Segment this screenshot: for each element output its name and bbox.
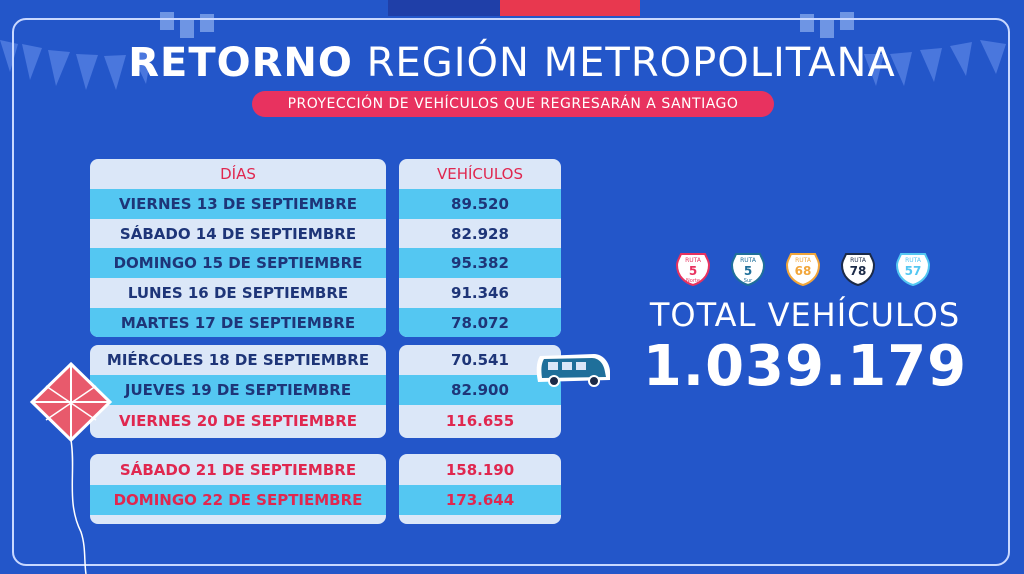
shield-direction: Norte	[686, 278, 700, 284]
shield-word: RUTA	[850, 257, 867, 264]
vehicles-header: VEHÍCULOS	[436, 165, 524, 183]
day-cell: JUEVES 19 DE SEPTIEMBRE	[90, 375, 386, 405]
day-cell: SÁBADO 14 DE SEPTIEMBRE	[119, 225, 357, 243]
day-cell: MIÉRCOLES 18 DE SEPTIEMBRE	[106, 351, 370, 369]
vehicle-cell: 91.346	[451, 284, 509, 302]
days-header: DÍAS	[220, 165, 256, 183]
shield-word: RUTA	[905, 257, 922, 264]
vehicle-cell: 78.072	[399, 308, 561, 337]
vehicle-cell: 116.655	[445, 412, 515, 430]
vehicle-cell: 82.928	[451, 225, 509, 243]
shield-number: 78	[850, 264, 867, 278]
vehicles-panel-2: 70.541 82.900 116.655	[399, 345, 561, 438]
total-label: TOTAL VEHÍCULOS	[649, 296, 961, 334]
vehicle-cell: 89.520	[399, 189, 561, 219]
shield-number: 57	[905, 264, 922, 278]
day-cell: VIERNES 20 DE SEPTIEMBRE	[118, 412, 358, 430]
day-cell: SÁBADO 21 DE SEPTIEMBRE	[119, 461, 357, 479]
vehicle-cell: 70.541	[451, 351, 509, 369]
vehicle-cell: 82.900	[399, 375, 561, 405]
shield-word: RUTA	[795, 257, 812, 264]
vehicle-cell: 95.382	[399, 248, 561, 278]
flag-strip-red	[500, 0, 640, 16]
total-value: 1.039.179	[642, 334, 968, 399]
vehicle-cell: 158.190	[445, 461, 515, 479]
day-cell: DOMINGO 22 DE SEPTIEMBRE	[90, 485, 386, 515]
day-cell: LUNES 16 DE SEPTIEMBRE	[127, 284, 349, 302]
vehicle-cell: 173.644	[399, 485, 561, 515]
shield-word: RUTA	[740, 257, 757, 264]
page-title: RETORNO REGIÓN METROPOLITANA	[0, 40, 1024, 86]
shield-number: 5	[744, 264, 752, 278]
shield-number: 68	[795, 264, 812, 278]
kite-icon	[29, 362, 113, 574]
day-cell: DOMINGO 15 DE SEPTIEMBRE	[90, 248, 386, 278]
vehicles-panel-1: VEHÍCULOS 89.520 82.928 95.382 91.346 78…	[399, 159, 561, 337]
shield-number: 5	[689, 264, 697, 278]
flag-strip-blue	[388, 0, 500, 16]
bunting-decoration	[0, 12, 1006, 90]
days-panel-2: MIÉRCOLES 18 DE SEPTIEMBRE JUEVES 19 DE …	[90, 345, 386, 438]
shield-word: RUTA	[685, 257, 702, 264]
days-panel-1: DÍAS VIERNES 13 DE SEPTIEMBRE SÁBADO 14 …	[90, 159, 386, 337]
day-cell: MARTES 17 DE SEPTIEMBRE	[90, 308, 386, 337]
content-frame	[12, 18, 1010, 566]
route-shields: RUTA 5 Norte RUTA 5 Sur RUTA 68 RUTA 78 RUTA 57	[675, 251, 936, 291]
subtitle-badge: PROYECCIÓN DE VEHÍCULOS QUE REGRESARÁN A…	[252, 91, 774, 117]
shield-direction: Sur	[744, 278, 753, 284]
title-bold: RETORNO	[128, 40, 353, 86]
days-panel-3: SÁBADO 21 DE SEPTIEMBRE DOMINGO 22 DE SE…	[90, 454, 386, 524]
bus-icon	[536, 354, 610, 387]
vehicles-panel-3: 158.190 173.644	[399, 454, 561, 524]
title-rest: REGIÓN METROPOLITANA	[366, 40, 896, 86]
day-cell: VIERNES 13 DE SEPTIEMBRE	[90, 189, 386, 219]
